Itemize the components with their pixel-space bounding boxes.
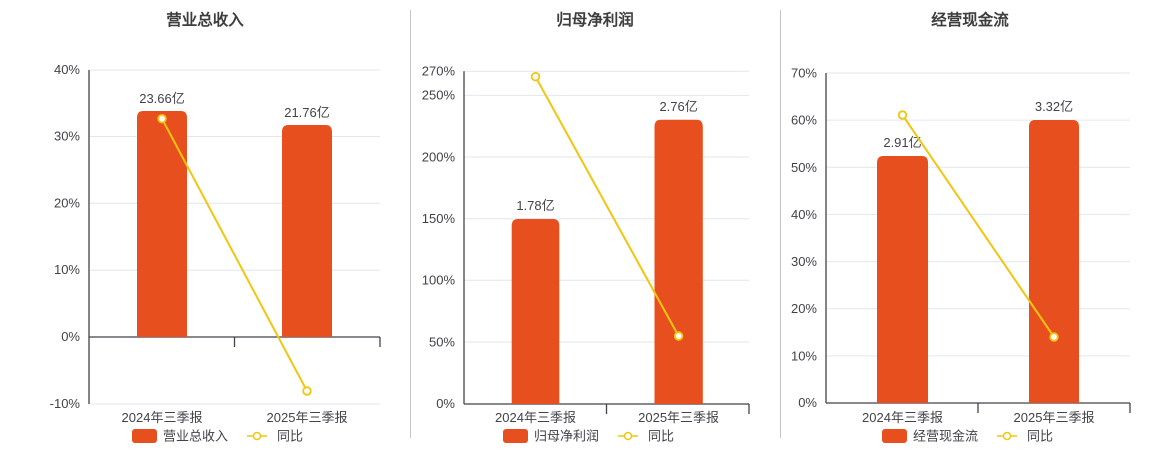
svg-text:归母净利润: 归母净利润 bbox=[534, 429, 599, 444]
svg-text:经营现金流: 经营现金流 bbox=[931, 10, 1009, 29]
svg-text:同比: 同比 bbox=[1027, 429, 1053, 444]
svg-text:20%: 20% bbox=[791, 301, 817, 316]
svg-text:0%: 0% bbox=[61, 329, 80, 344]
svg-text:2.91亿: 2.91亿 bbox=[883, 135, 921, 150]
svg-text:30%: 30% bbox=[791, 254, 817, 269]
svg-text:270%: 270% bbox=[422, 64, 456, 79]
svg-text:营业总收入: 营业总收入 bbox=[166, 10, 244, 29]
svg-text:经营现金流: 经营现金流 bbox=[913, 429, 978, 444]
svg-text:200%: 200% bbox=[422, 149, 456, 164]
svg-text:10%: 10% bbox=[54, 262, 80, 277]
svg-text:2025年三季报: 2025年三季报 bbox=[267, 410, 348, 425]
svg-text:同比: 同比 bbox=[277, 429, 303, 444]
svg-text:2024年三季报: 2024年三季报 bbox=[495, 410, 576, 425]
svg-text:10%: 10% bbox=[791, 348, 817, 363]
svg-text:150%: 150% bbox=[422, 211, 456, 226]
svg-text:30%: 30% bbox=[54, 129, 80, 144]
svg-text:250%: 250% bbox=[422, 88, 456, 103]
svg-text:3.32亿: 3.32亿 bbox=[1035, 99, 1073, 114]
svg-text:23.66亿: 23.66亿 bbox=[139, 91, 185, 106]
svg-text:100%: 100% bbox=[422, 273, 456, 288]
svg-text:2.76亿: 2.76亿 bbox=[659, 99, 697, 114]
svg-text:40%: 40% bbox=[54, 62, 80, 77]
svg-text:2025年三季报: 2025年三季报 bbox=[1014, 410, 1095, 425]
svg-text:0%: 0% bbox=[798, 395, 817, 410]
svg-text:1.78亿: 1.78亿 bbox=[516, 198, 554, 213]
svg-text:同比: 同比 bbox=[648, 429, 674, 444]
svg-text:60%: 60% bbox=[791, 113, 817, 128]
svg-text:21.76亿: 21.76亿 bbox=[284, 105, 330, 120]
svg-text:40%: 40% bbox=[791, 207, 817, 222]
svg-text:归母净利润: 归母净利润 bbox=[556, 10, 634, 29]
svg-text:20%: 20% bbox=[54, 195, 80, 210]
svg-text:-10%: -10% bbox=[50, 396, 81, 411]
svg-text:2024年三季报: 2024年三季报 bbox=[862, 410, 943, 425]
svg-text:0%: 0% bbox=[436, 396, 455, 411]
svg-text:2025年三季报: 2025年三季报 bbox=[638, 410, 719, 425]
svg-text:营业总收入: 营业总收入 bbox=[163, 429, 228, 444]
svg-text:2024年三季报: 2024年三季报 bbox=[122, 410, 203, 425]
svg-text:50%: 50% bbox=[791, 160, 817, 175]
svg-text:70%: 70% bbox=[791, 66, 817, 81]
svg-text:50%: 50% bbox=[429, 334, 455, 349]
